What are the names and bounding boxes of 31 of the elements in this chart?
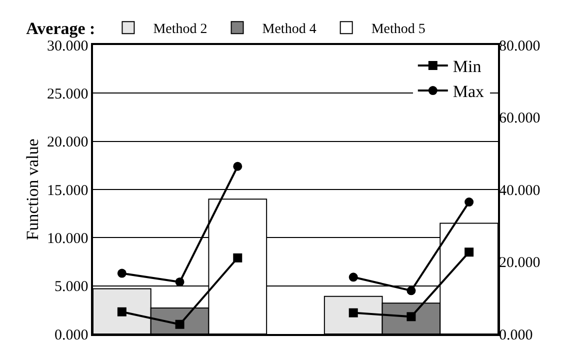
point <box>348 308 358 318</box>
y-tick-label: 0.000 <box>54 327 88 344</box>
y2-tick-label: 0.000 <box>499 327 533 344</box>
legend-label: Min <box>452 57 482 76</box>
point <box>348 272 358 282</box>
y-tick-label: 20.000 <box>47 134 88 151</box>
legend-label: Method 2 <box>153 22 208 38</box>
y-tick-label: 5.000 <box>54 279 88 296</box>
point <box>233 253 242 262</box>
point <box>464 248 474 257</box>
legend-label: Method 5 <box>371 22 426 38</box>
y-tick-label: 15.000 <box>47 182 88 199</box>
point <box>175 277 184 286</box>
y-tick-label: 25.000 <box>47 86 88 102</box>
point <box>406 286 416 296</box>
y2-tick-label: 60.000 <box>499 110 540 126</box>
y-tick-label: 30.000 <box>47 38 88 54</box>
y-axis-title: Function value <box>23 138 42 240</box>
legend-label: Max <box>452 82 485 102</box>
point <box>233 162 242 171</box>
legend-label: Method 4 <box>262 22 316 38</box>
point <box>464 198 474 207</box>
point <box>117 268 126 278</box>
y-tick-label: 10.000 <box>47 230 88 247</box>
y2-tick-label: 40.000 <box>499 182 540 199</box>
point <box>175 320 184 329</box>
point <box>406 312 416 322</box>
legend-title: Average : <box>26 19 96 38</box>
y2-tick-label: 20.000 <box>499 255 540 271</box>
y2-tick-label: 80.000 <box>499 38 540 54</box>
point <box>117 307 126 316</box>
